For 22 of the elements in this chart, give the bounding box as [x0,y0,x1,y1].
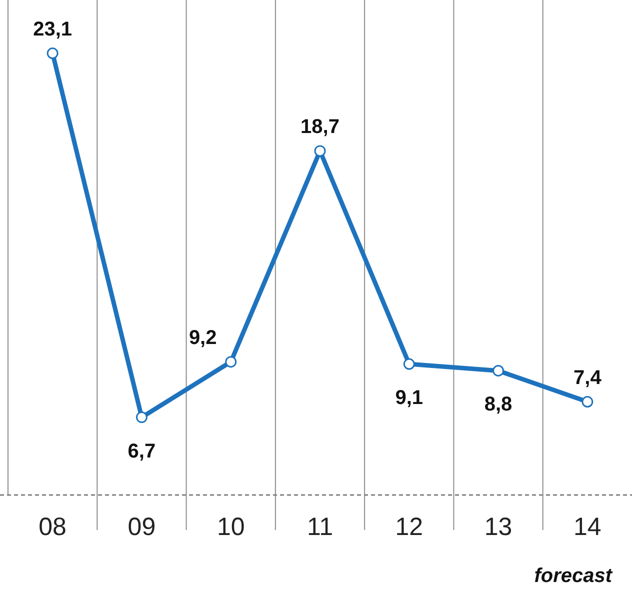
x-tick-label: 09 [128,513,156,541]
x-tick-label: 13 [484,513,512,541]
x-tick-label: 10 [216,513,245,541]
data-label: 9,1 [395,387,424,410]
point [136,412,148,424]
x-tick-label: 11 [307,513,333,541]
data-label: 6,7 [128,440,156,462]
x-tick-label: 14 [574,513,602,541]
text: forecast [534,565,614,587]
point [403,358,415,370]
data-label: 18,7 [300,116,340,138]
point [492,364,504,376]
point [225,356,237,368]
x-tick-label: 12 [395,513,424,541]
point [582,396,594,408]
point [46,48,58,60]
data-label: 23,1 [33,18,72,40]
data-label: 8,8 [484,394,512,416]
data-label: 7,4 [574,366,602,389]
data-label: 9,2 [188,326,217,349]
point [314,145,326,157]
x-tick-label: 08 [38,513,66,541]
